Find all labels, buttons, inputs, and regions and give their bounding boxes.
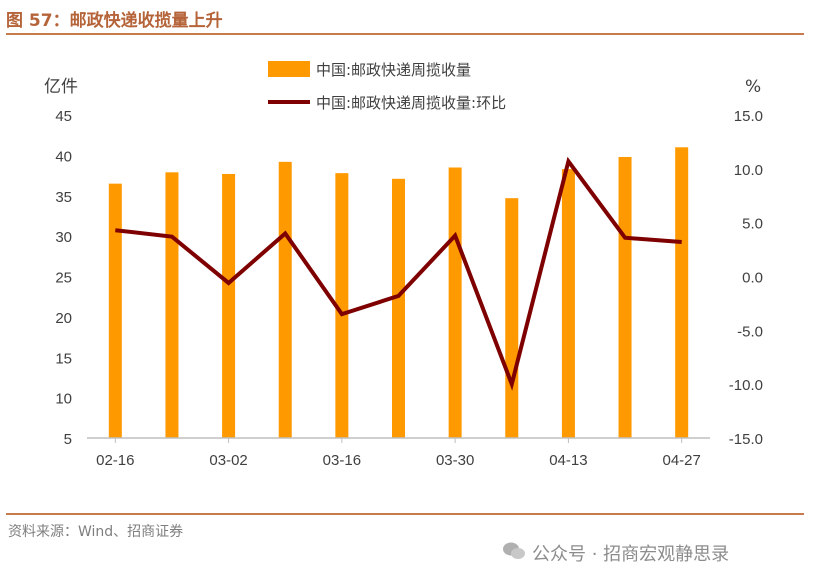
chart: 02-16 03-02 03-16 03-30 04-13 04-27 5 10 15 20 25… xyxy=(44,61,763,469)
y-right-tick-label: 15.0 xyxy=(734,108,763,125)
bar xyxy=(505,198,519,438)
y-left-tick-label: 25 xyxy=(55,270,72,287)
wechat-icon xyxy=(503,542,525,559)
x-tick-label: 04-13 xyxy=(549,452,587,469)
source-note: 资料来源：Wind、招商证券 xyxy=(8,524,184,540)
x-ticks: 02-16 03-02 03-16 03-30 04-13 04-27 xyxy=(96,438,701,469)
footer-rule xyxy=(6,513,804,515)
figure-title: 图 57：邮政快递收揽量上升 xyxy=(6,11,223,31)
bar xyxy=(222,173,236,438)
x-tick-label: 03-02 xyxy=(209,452,247,469)
y-left-tick-label: 45 xyxy=(55,108,72,125)
bar xyxy=(561,169,575,439)
y-left-tick-label: 20 xyxy=(55,310,72,327)
y-right-tick-label: 10.0 xyxy=(734,162,763,179)
title-rule xyxy=(6,33,804,35)
bar xyxy=(108,183,122,438)
y-right-tick-label: -15.0 xyxy=(729,431,763,448)
y-left-tick-label: 40 xyxy=(55,148,72,165)
legend-bar-label: 中国:邮政快递周揽收量 xyxy=(316,61,471,79)
x-tick-label: 03-30 xyxy=(436,452,474,469)
bar xyxy=(675,147,689,439)
bar xyxy=(392,178,405,439)
y-right-tick-label: 5.0 xyxy=(742,216,763,233)
y-left-unit: 亿件 xyxy=(44,77,78,97)
y-axis-left: 5 10 15 20 25 30 35 40 45 xyxy=(55,108,72,448)
y-left-tick-label: 5 xyxy=(64,431,72,448)
x-tick-label: 04-27 xyxy=(662,452,700,469)
legend: 中国:邮政快递周揽收量 中国:邮政快递周揽收量:环比 xyxy=(268,61,506,112)
y-right-tick-label: -5.0 xyxy=(737,323,763,340)
bar xyxy=(618,156,632,439)
line-series xyxy=(115,156,682,391)
y-axis-right: -15.0 -10.0 -5.0 0.0 5.0 10.0 15.0 xyxy=(729,108,763,448)
y-right-unit: % xyxy=(745,77,761,97)
bar xyxy=(335,173,349,438)
x-tick-label: 02-16 xyxy=(96,452,134,469)
y-left-tick-label: 10 xyxy=(55,391,72,408)
bar xyxy=(448,167,462,439)
y-right-tick-label: 0.0 xyxy=(742,270,763,287)
legend-bar-swatch xyxy=(268,61,310,77)
y-right-tick-label: -10.0 xyxy=(729,377,763,394)
bar xyxy=(278,161,292,438)
legend-line-label: 中国:邮政快递周揽收量:环比 xyxy=(316,94,506,112)
y-left-tick-label: 30 xyxy=(55,229,72,246)
watermark: 公众号 · 招商宏观静思录 xyxy=(532,544,730,565)
y-left-tick-label: 35 xyxy=(55,189,72,206)
x-tick-label: 03-16 xyxy=(323,452,361,469)
bar xyxy=(165,172,179,438)
y-left-tick-label: 15 xyxy=(55,350,72,367)
bar-series xyxy=(108,147,689,439)
